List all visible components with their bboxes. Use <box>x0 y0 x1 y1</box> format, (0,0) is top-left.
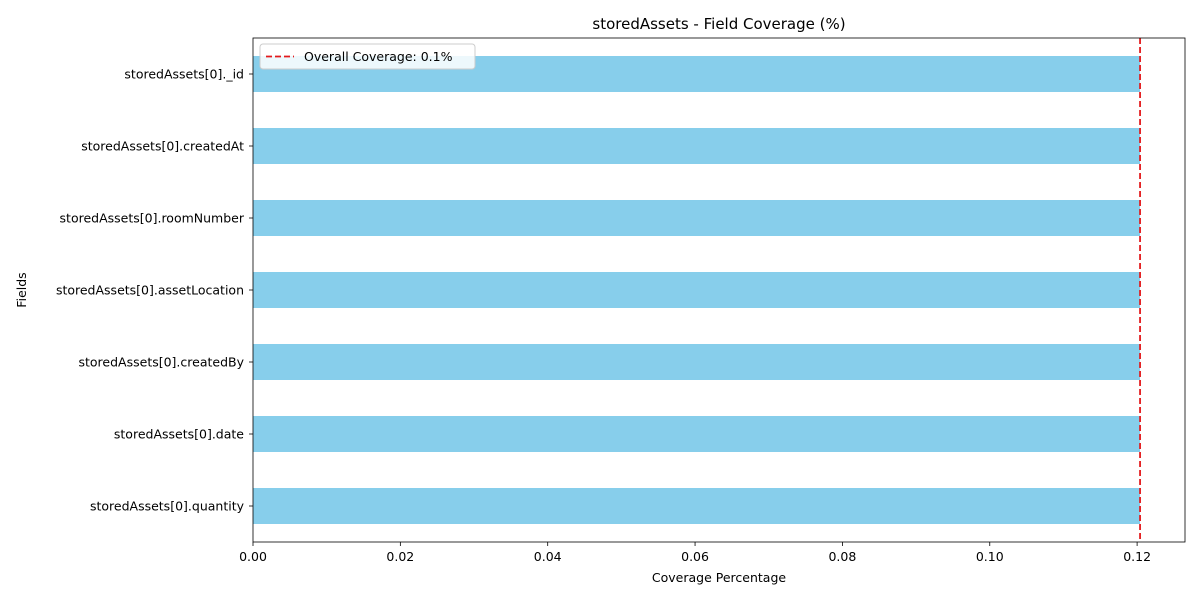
x-axis-label: Coverage Percentage <box>652 570 786 585</box>
y-tick-label-1: storedAssets[0].createdAt <box>81 139 244 154</box>
bar-2 <box>253 200 1141 236</box>
bar-6 <box>253 488 1141 524</box>
bars-group <box>253 56 1141 524</box>
x-tick-label-2: 0.04 <box>534 549 562 564</box>
y-ticks-group: storedAssets[0]._id storedAssets[0].creat… <box>56 67 253 514</box>
y-tick-label-0: storedAssets[0]._id <box>124 67 244 82</box>
legend-label: Overall Coverage: 0.1% <box>304 49 453 64</box>
legend: Overall Coverage: 0.1% <box>259 43 476 70</box>
x-tick-label-3: 0.06 <box>681 549 709 564</box>
legend-box <box>259 43 476 70</box>
chart-title: storedAssets - Field Coverage (%) <box>592 15 845 33</box>
y-tick-label-5: storedAssets[0].date <box>114 427 244 442</box>
x-tick-label-4: 0.08 <box>828 549 856 564</box>
x-ticks-group: 0.00 0.02 0.04 0.06 0.08 0.10 0.12 <box>239 542 1151 564</box>
bar-1 <box>253 128 1141 164</box>
x-tick-label-6: 0.12 <box>1123 549 1151 564</box>
y-tick-label-4: storedAssets[0].createdBy <box>79 355 245 370</box>
y-axis-label: Fields <box>14 272 29 307</box>
y-tick-label-3: storedAssets[0].assetLocation <box>56 283 244 298</box>
x-tick-label-0: 0.00 <box>239 549 267 564</box>
bar-3 <box>253 272 1141 308</box>
x-tick-label-1: 0.02 <box>386 549 414 564</box>
bar-4 <box>253 344 1141 380</box>
y-tick-label-2: storedAssets[0].roomNumber <box>60 211 245 226</box>
y-tick-label-6: storedAssets[0].quantity <box>90 499 245 514</box>
bar-5 <box>253 416 1141 452</box>
x-tick-label-5: 0.10 <box>976 549 1004 564</box>
